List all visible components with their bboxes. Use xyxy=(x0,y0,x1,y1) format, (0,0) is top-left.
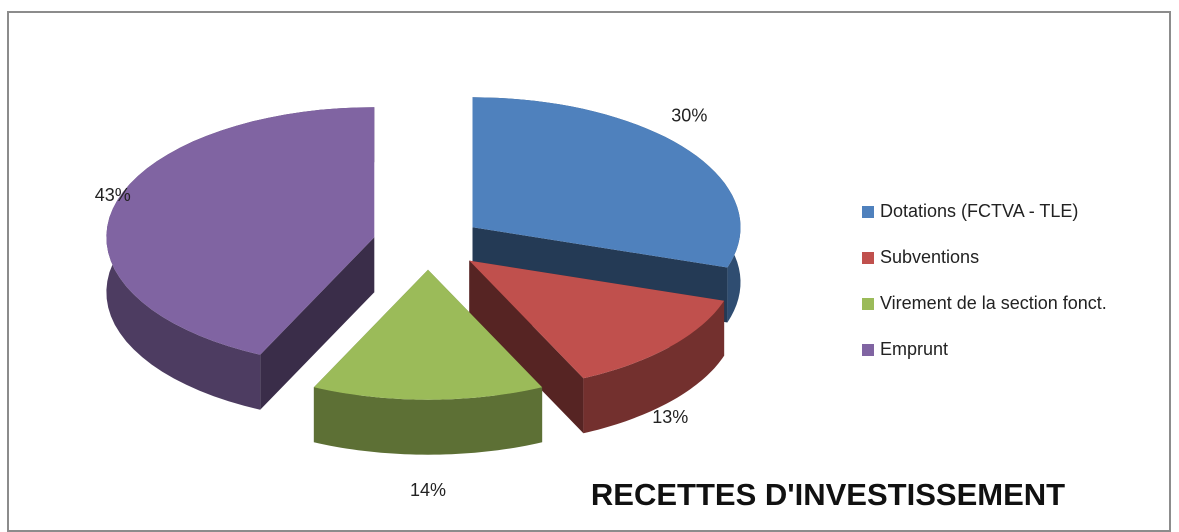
data-label: 43% xyxy=(95,185,131,205)
legend-swatch xyxy=(862,344,874,356)
slice-wall xyxy=(469,260,584,434)
data-label: 13% xyxy=(652,407,688,427)
data-label: 30% xyxy=(671,105,707,125)
pie-slice xyxy=(469,260,725,434)
pie-slice xyxy=(106,107,375,410)
slice-top xyxy=(106,107,375,355)
slice-side xyxy=(583,300,725,434)
legend-swatch xyxy=(862,298,874,310)
legend-swatch xyxy=(862,206,874,218)
legend-label: Emprunt xyxy=(880,339,948,359)
legend-swatch xyxy=(862,252,874,264)
slice-side xyxy=(313,387,543,455)
slice-top xyxy=(472,97,741,268)
legend-label: Dotations (FCTVA - TLE) xyxy=(880,201,1078,221)
legend-label: Subventions xyxy=(880,247,979,267)
legend-label: Virement de la section fonct. xyxy=(880,293,1107,313)
slice-wall xyxy=(260,237,375,410)
data-label: 14% xyxy=(410,480,446,500)
chart-title: RECETTES D'INVESTISSEMENT xyxy=(591,477,1065,512)
slice-top xyxy=(469,260,725,379)
pie-slice xyxy=(313,269,543,455)
slice-top xyxy=(313,269,543,400)
